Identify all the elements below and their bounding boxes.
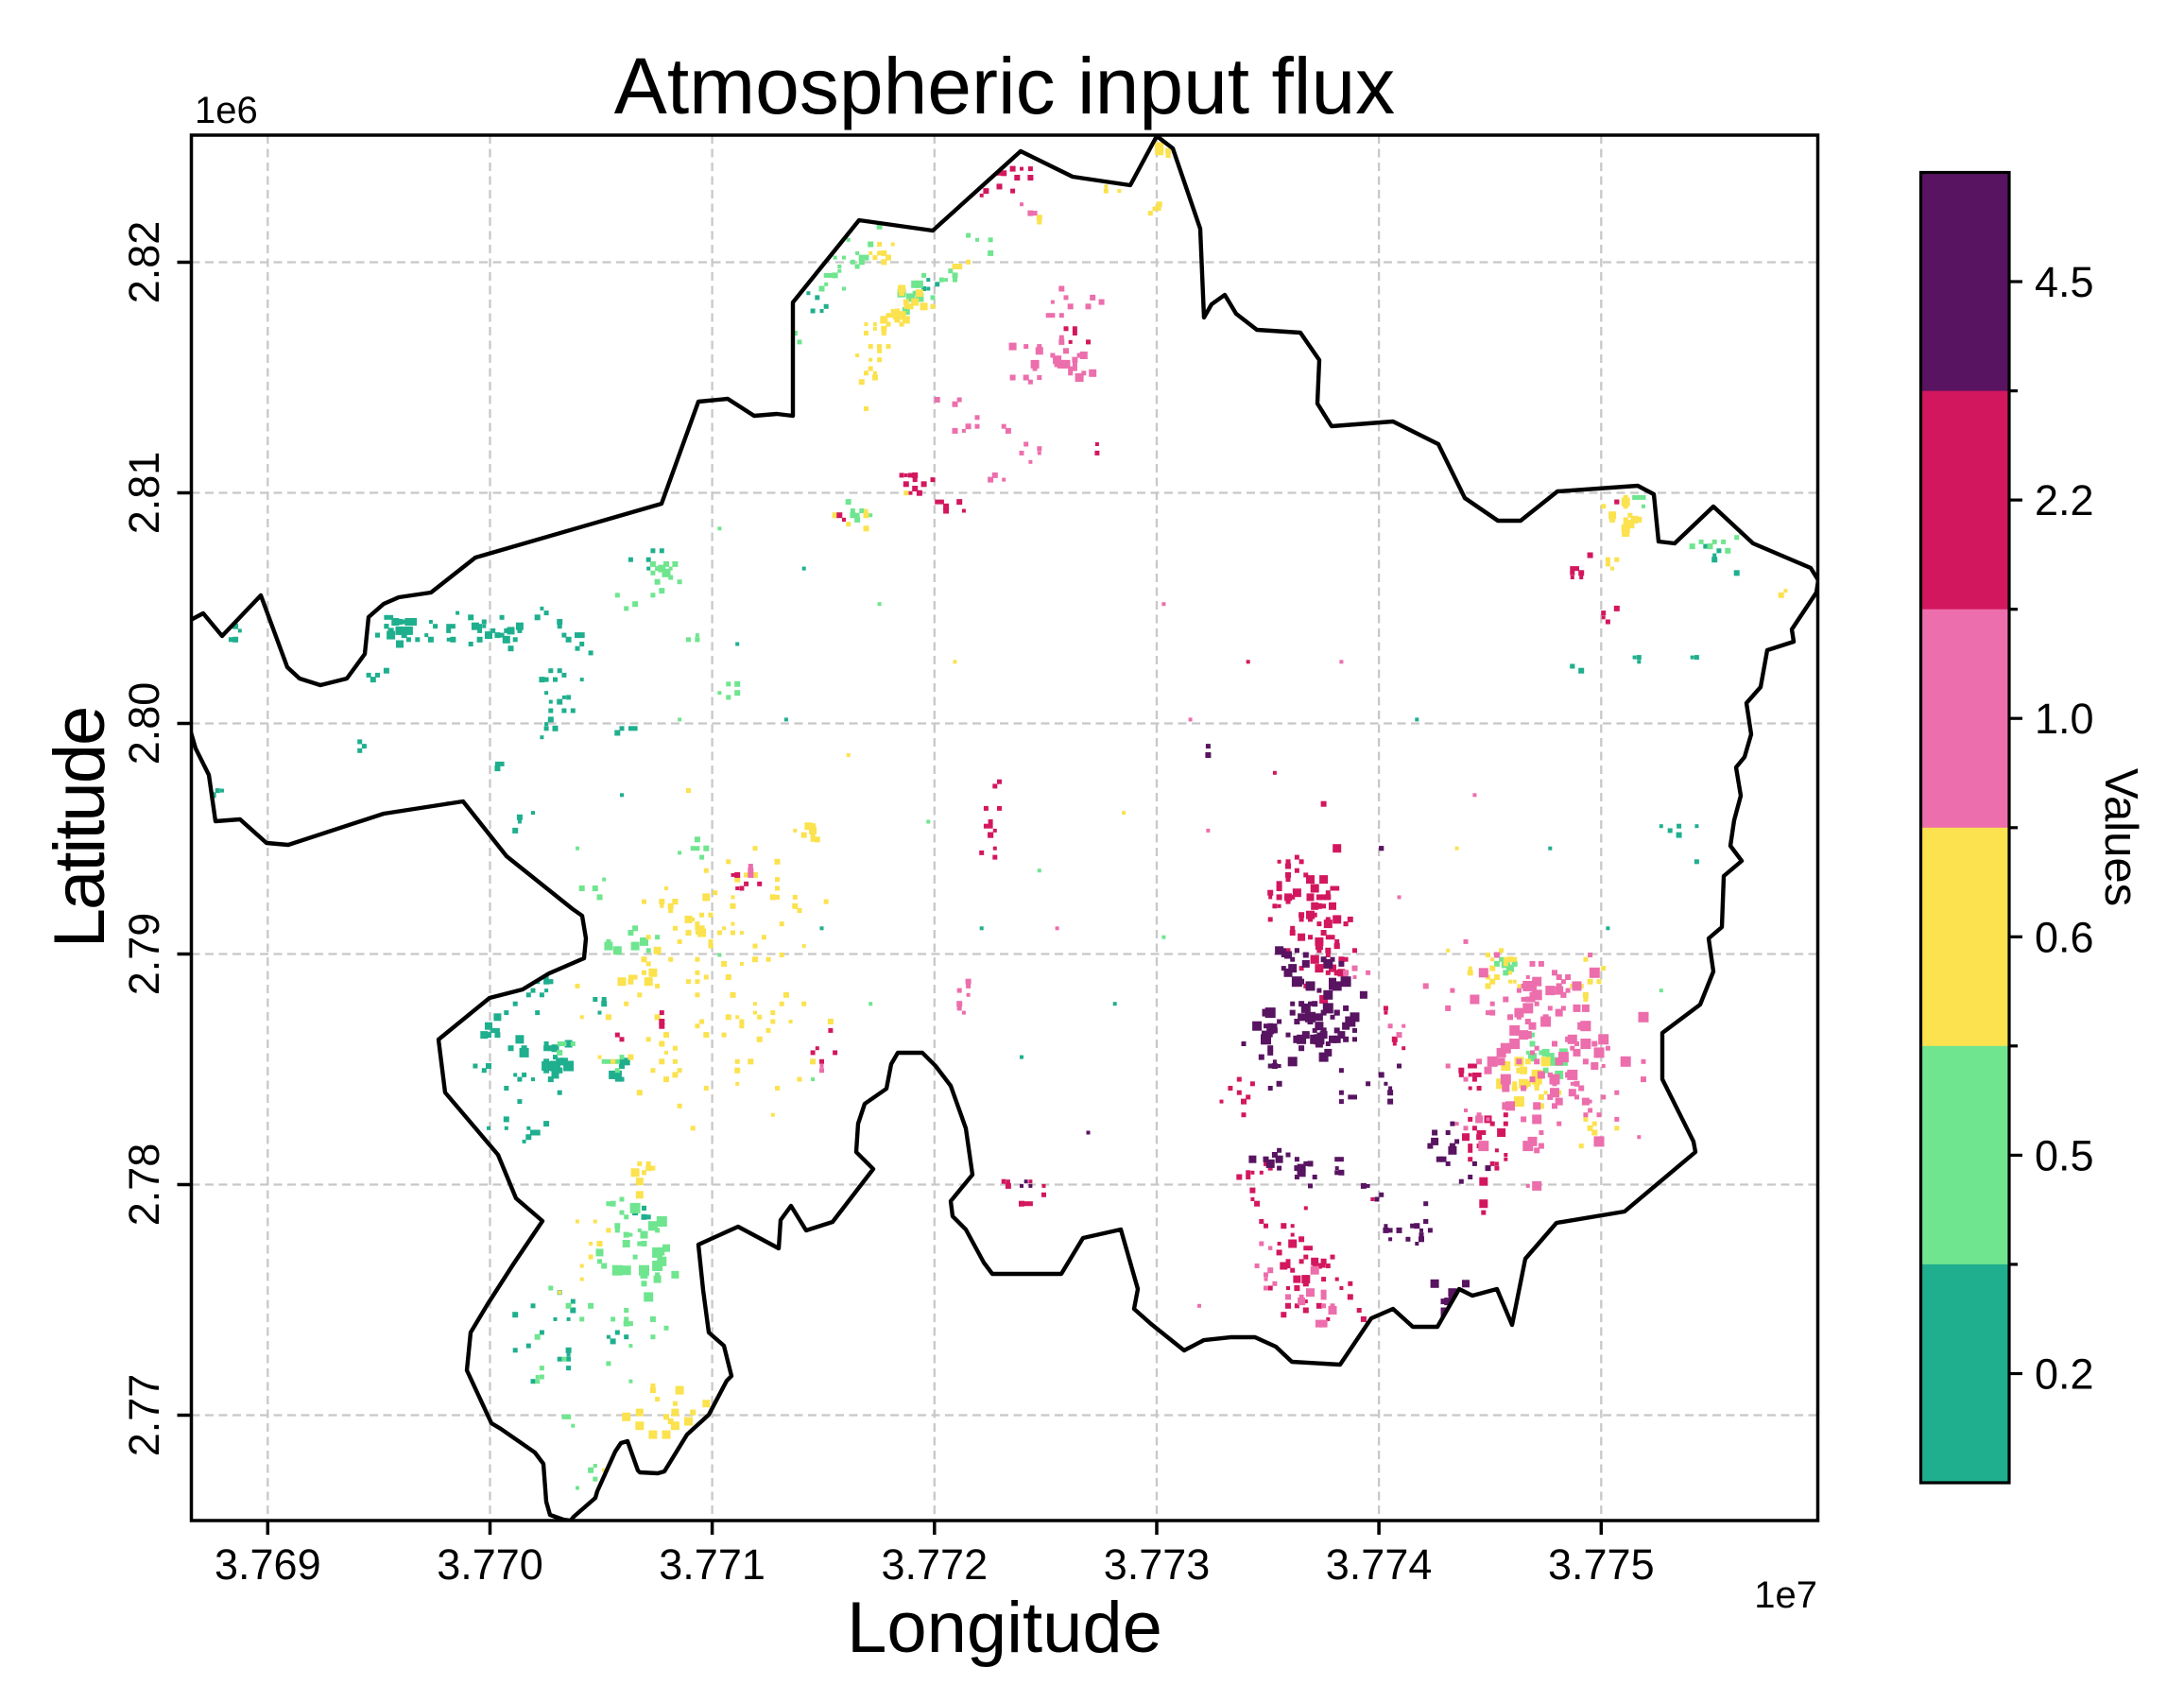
svg-text:2.80: 2.80 [120, 682, 168, 765]
svg-text:2.81: 2.81 [120, 452, 168, 535]
svg-text:0.6: 0.6 [2035, 913, 2094, 961]
svg-text:Longitude: Longitude [847, 1588, 1162, 1668]
svg-text:3.773: 3.773 [1104, 1540, 1211, 1589]
svg-text:3.769: 3.769 [215, 1540, 321, 1589]
svg-text:3.771: 3.771 [659, 1540, 765, 1589]
svg-text:1e6: 1e6 [195, 90, 258, 131]
svg-text:Values: Values [2095, 768, 2146, 906]
svg-text:3.775: 3.775 [1548, 1540, 1655, 1589]
svg-text:2.77: 2.77 [120, 1374, 168, 1457]
svg-text:2.2: 2.2 [2035, 476, 2094, 524]
svg-text:3.774: 3.774 [1326, 1540, 1433, 1589]
svg-text:Latitude: Latitude [40, 708, 120, 948]
svg-text:2.78: 2.78 [120, 1143, 168, 1227]
svg-text:3.770: 3.770 [437, 1540, 543, 1589]
svg-text:2.82: 2.82 [120, 221, 168, 304]
svg-text:0.5: 0.5 [2035, 1131, 2094, 1179]
svg-text:1e7: 1e7 [1754, 1574, 1817, 1616]
svg-text:Atmospheric input flux: Atmospheric input flux [614, 42, 1395, 130]
svg-text:0.2: 0.2 [2035, 1350, 2094, 1399]
svg-text:2.79: 2.79 [120, 913, 168, 996]
svg-text:4.5: 4.5 [2035, 258, 2094, 306]
svg-text:1.0: 1.0 [2035, 695, 2094, 743]
svg-text:3.772: 3.772 [881, 1540, 988, 1589]
